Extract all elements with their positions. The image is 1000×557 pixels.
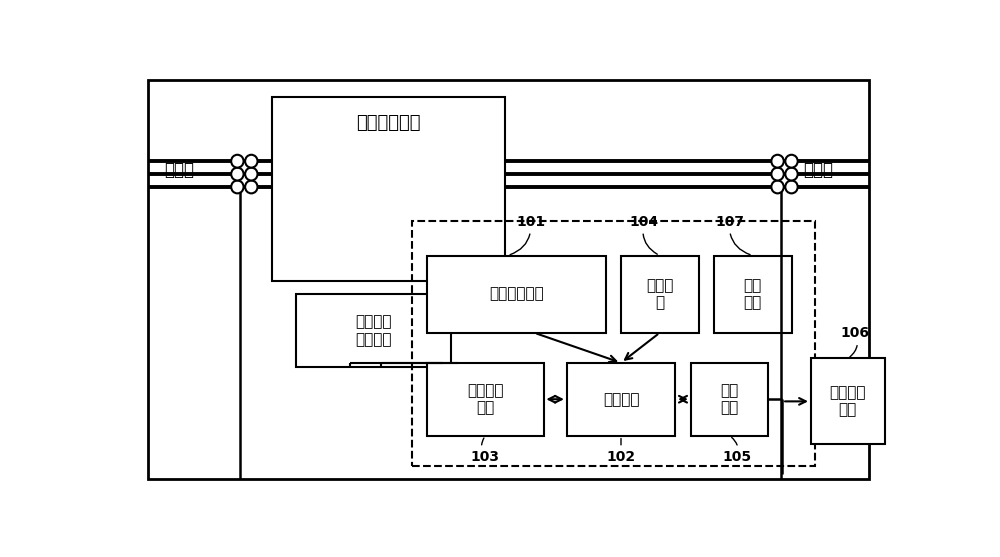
Text: 实时感应模块: 实时感应模块 [489,287,544,302]
Text: 一次开关设备: 一次开关设备 [356,114,421,131]
Text: 跳闸回路
控制开关: 跳闸回路 控制开关 [355,314,391,347]
Ellipse shape [785,155,798,168]
Bar [427,256,606,333]
Text: 103: 103 [471,438,500,465]
Bar [621,256,698,333]
Text: 105: 105 [723,437,752,465]
Ellipse shape [771,155,784,168]
Text: 104: 104 [630,214,659,254]
Ellipse shape [231,168,244,180]
Text: 控制模块: 控制模块 [603,392,639,407]
Ellipse shape [245,155,258,168]
Ellipse shape [785,168,798,180]
Bar [296,294,450,367]
Ellipse shape [245,180,258,193]
Bar [427,363,544,436]
Text: 通信
模块: 通信 模块 [720,383,739,416]
Ellipse shape [771,180,784,193]
Ellipse shape [771,168,784,180]
Bar [412,221,815,466]
Text: 101: 101 [510,214,545,255]
Bar [714,256,792,333]
Text: 102: 102 [606,438,636,465]
Text: 电力监控
主站: 电力监控 主站 [829,385,866,418]
Bar [691,363,768,436]
Text: 106: 106 [841,326,870,357]
Text: 负载线: 负载线 [803,161,833,179]
Text: 107: 107 [715,214,750,255]
Text: 定位模
块: 定位模 块 [646,278,673,310]
Bar [567,363,675,436]
Text: 开关控制
电路: 开关控制 电路 [467,383,504,416]
Bar [272,97,505,281]
Ellipse shape [245,168,258,180]
Bar [811,359,885,444]
Text: 输出
接口: 输出 接口 [744,278,762,310]
Ellipse shape [785,180,798,193]
Ellipse shape [231,155,244,168]
Text: 负载线: 负载线 [164,161,194,179]
Ellipse shape [231,180,244,193]
